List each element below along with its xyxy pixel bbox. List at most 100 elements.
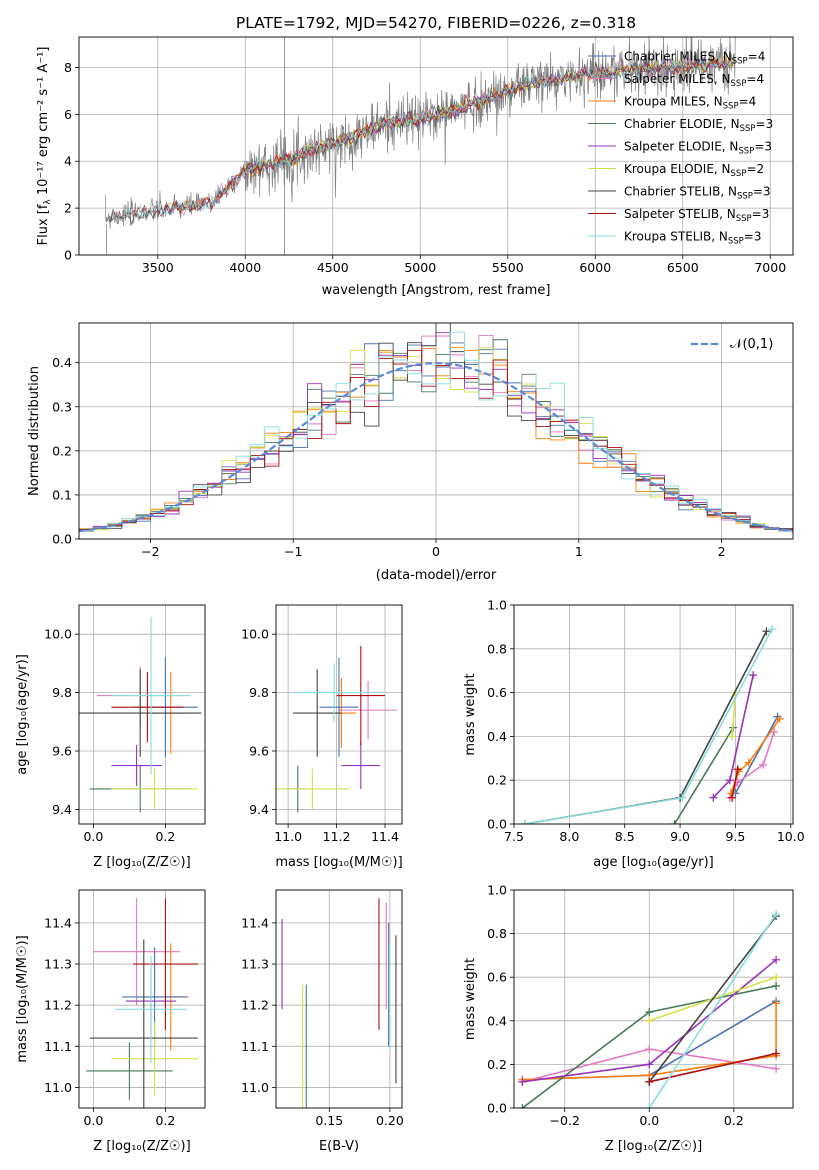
panel-mass-age: 11.0 11.2 11.4 9.4 9.6 9.8 10.0 mass [log₁₀(M/M… xyxy=(241,604,403,870)
plot-area xyxy=(104,37,736,255)
x-tick-label: 11.0 xyxy=(274,829,302,844)
axes-frame xyxy=(275,604,403,825)
legend-label: Salpeter MILES, NSSP=4 xyxy=(624,72,764,89)
x-tick-label: 1 xyxy=(575,544,583,559)
y-tick-label: 8 xyxy=(64,60,72,75)
y-tick-label: 9.6 xyxy=(249,744,269,759)
x-tick-label: 0.2 xyxy=(155,1113,175,1128)
y-axis-label: Flux [fλ 10⁻¹⁷ erg cm⁻² s⁻¹ A⁻¹] xyxy=(36,47,53,246)
x-axis-label: wavelength [Angstrom, rest frame] xyxy=(322,283,551,298)
y-tick-label: 11.4 xyxy=(44,915,72,930)
y-tick-label: 11.2 xyxy=(44,998,72,1013)
y-axis-label: mass weight xyxy=(463,958,478,1040)
marker-salp_elodie xyxy=(709,793,718,802)
grid xyxy=(79,890,205,1108)
y-tick-label: 0.8 xyxy=(487,641,507,656)
plot-area xyxy=(79,323,793,539)
x-tick-label: 0 xyxy=(432,544,440,559)
panel-z-mass: 0.0 0.2 11.0 11.1 11.2 11.3 11.4 Z [log₁₀(Z/Z☉)… xyxy=(15,889,206,1154)
marker-chab_elodie xyxy=(518,1104,527,1108)
marker-krou_miles xyxy=(772,999,781,1008)
x-tick-label: 2 xyxy=(718,544,726,559)
y-tick-label: 0.0 xyxy=(487,1101,507,1116)
y-tick-label: 11.3 xyxy=(44,957,72,972)
legend-label: Salpeter ELODIE, NSSP=3 xyxy=(624,140,772,157)
marker-chab_stelib xyxy=(762,627,771,636)
marker-salp_elodie xyxy=(645,1060,654,1069)
x-axis-label: mass [log₁₀(M/M☉)] xyxy=(275,855,402,870)
marker-krou_stelib xyxy=(645,1104,654,1108)
axes-frame xyxy=(513,889,794,1109)
plot-area xyxy=(276,645,398,813)
y-tick-label: 1.0 xyxy=(487,883,507,898)
x-tick-label: 11.4 xyxy=(371,829,399,844)
marker-salp_elodie xyxy=(749,671,758,680)
x-tick-label: 9.5 xyxy=(725,829,745,844)
y-tick-label: 0.2 xyxy=(487,1057,507,1072)
marker-salp_miles xyxy=(770,728,779,737)
y-tick-label: 0.0 xyxy=(487,817,507,832)
x-tick-label: 7000 xyxy=(754,260,786,275)
grid xyxy=(79,605,205,824)
panel-z-weight: −0.2 0.0 0.2 0.0 0.2 0.4 0.6 0.8 1.0 Z [log₁₀(Z/Z… xyxy=(463,883,794,1154)
x-axis-label: Z [log₁₀(Z/Z☉)] xyxy=(93,1139,190,1154)
x-tick-label: 5500 xyxy=(492,260,524,275)
axes-frame xyxy=(78,604,206,825)
x-axis-label: age [log₁₀(age/yr)] xyxy=(593,855,714,870)
series-chab_miles xyxy=(734,716,779,794)
axes-frame xyxy=(275,889,403,1109)
grid xyxy=(276,890,402,1108)
marker-salp_stelib xyxy=(728,793,737,802)
x-tick-label: 8.5 xyxy=(615,829,635,844)
x-tick-label: 0.2 xyxy=(155,829,175,844)
y-tick-label: 0.6 xyxy=(487,685,507,700)
panel-spectrum: 3500 4000 4500 5000 5500 6000 6500 7000 0 2 4 6 8 wav… xyxy=(36,36,794,298)
y-tick-label: 0.0 xyxy=(52,532,72,547)
x-tick-label: −1 xyxy=(284,544,302,559)
spectrum-legend: Chabrier MILES, NSSP=4 Salpeter MILES, NS… xyxy=(588,50,773,247)
y-tick-label: 0.8 xyxy=(487,926,507,941)
marker-salp_miles xyxy=(772,1064,781,1073)
series-krou_stelib xyxy=(648,913,777,1108)
x-tick-label: 7.5 xyxy=(504,829,524,844)
x-tick-label: 3500 xyxy=(142,260,174,275)
x-tick-label: 5000 xyxy=(404,260,436,275)
x-tick-label: 0.0 xyxy=(83,829,103,844)
axes-frame xyxy=(78,889,206,1109)
marker-krou_miles xyxy=(744,758,753,767)
x-tick-label: 0.15 xyxy=(315,1113,343,1128)
marker-salp_elodie xyxy=(518,1077,527,1086)
series-chab_elodie xyxy=(673,727,734,824)
marker-salp_miles xyxy=(759,760,768,769)
panel-residuals: −2 −1 0 1 2 0.0 0.1 0.2 0.3 0.4 (data-model)/error… xyxy=(27,322,794,583)
y-tick-label: 11.1 xyxy=(241,1039,269,1054)
axes-frame xyxy=(78,36,794,256)
y-tick-label: 9.8 xyxy=(52,685,72,700)
model-krou_stelib xyxy=(108,57,731,223)
marker-salp_miles xyxy=(645,1045,654,1054)
marker-salp_stelib xyxy=(645,1077,654,1086)
legend-label-normal: 𝒩(0,1) xyxy=(730,337,773,352)
legend-label: Salpeter STELIB, NSSP=3 xyxy=(624,207,769,224)
marker-krou_stelib xyxy=(678,793,687,802)
series-salp_miles xyxy=(729,731,775,799)
hist-krou_stelib xyxy=(79,331,793,539)
plot-area xyxy=(281,898,397,1108)
y-tick-label: 11.0 xyxy=(44,1080,72,1095)
legend-label: Kroupa STELIB, NSSP=3 xyxy=(624,230,762,247)
panel-age-weight: 7.5 8.0 8.5 9.0 9.5 10.0 0.0 0.2 0.4 0.6 0.8 1.0 age… xyxy=(463,598,805,871)
y-tick-label: 6 xyxy=(64,107,72,122)
y-tick-label: 10.0 xyxy=(241,627,269,642)
y-axis-label: mass [log₁₀(M/M☉)] xyxy=(15,935,30,1062)
x-axis-label: Z [log₁₀(Z/Z☉)] xyxy=(93,855,190,870)
axes-frame xyxy=(78,322,794,540)
marker-salp_elodie xyxy=(772,955,781,964)
y-tick-label: 2 xyxy=(64,201,72,216)
x-tick-label: 9.0 xyxy=(670,829,690,844)
axes-frame xyxy=(513,604,794,825)
y-tick-label: 9.4 xyxy=(249,802,269,817)
model-salp_stelib xyxy=(108,59,731,224)
x-tick-label: 10.0 xyxy=(777,829,805,844)
plot-area xyxy=(86,898,198,1108)
